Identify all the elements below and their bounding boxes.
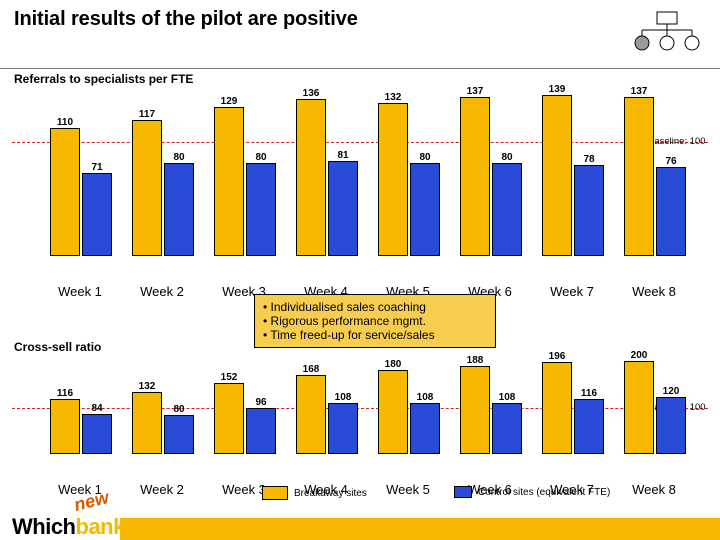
bar-value-label: 139 [543, 84, 571, 95]
bar-value-label: 132 [133, 381, 161, 392]
bar-value-label: 188 [461, 355, 489, 366]
org-diagram-icon [632, 10, 702, 54]
bar-value-label: 132 [379, 92, 407, 103]
bar: 71 [82, 173, 112, 256]
bar-value-label: 120 [657, 386, 685, 397]
callout-box: • Individualised sales coaching • Rigoro… [254, 294, 496, 348]
bar: 200 [624, 361, 654, 454]
bar-value-label: 110 [51, 117, 79, 128]
callout-line: • Rigorous performance mgmt. [263, 314, 487, 328]
bar-value-label: 200 [625, 350, 653, 361]
bar: 80 [410, 163, 440, 256]
bar: 188 [460, 366, 490, 454]
title-divider [0, 68, 720, 69]
callout-line: • Individualised sales coaching [263, 300, 487, 314]
bar-value-label: 78 [575, 154, 603, 165]
bar: 80 [246, 163, 276, 256]
x-tick-label: Week 7 [532, 284, 612, 299]
bar-value-label: 152 [215, 372, 243, 383]
bar-value-label: 84 [83, 403, 111, 414]
bar-value-label: 116 [51, 388, 79, 399]
bar-value-label: 137 [461, 86, 489, 97]
chart1-subtitle: Referrals to specialists per FTE [14, 72, 193, 86]
chart1-bars: 1107111780129801368113280137801397813776 [40, 96, 666, 256]
bar-value-label: 80 [165, 404, 193, 415]
bar: 80 [492, 163, 522, 256]
bar: 108 [492, 403, 522, 454]
callout-line: • Time freed-up for service/sales [263, 328, 487, 342]
bar-value-label: 116 [575, 388, 603, 399]
legend-item: Breakaway sites [262, 486, 367, 500]
bar-value-label: 137 [625, 86, 653, 97]
bar-value-label: 71 [83, 162, 111, 173]
bar: 117 [132, 120, 162, 256]
bar: 180 [378, 370, 408, 454]
bar: 168 [296, 375, 326, 454]
chart2-subtitle: Cross-sell ratio [14, 340, 101, 354]
bar: 137 [460, 97, 490, 256]
bar-value-label: 168 [297, 364, 325, 375]
bar: 80 [164, 415, 194, 454]
x-tick-label: Week 1 [40, 284, 120, 299]
bar-value-label: 129 [215, 96, 243, 107]
bar-value-label: 80 [493, 152, 521, 163]
bar: 152 [214, 383, 244, 454]
x-tick-label: Week 8 [614, 284, 694, 299]
which-text: Which [12, 514, 76, 539]
bar-value-label: 196 [543, 351, 571, 362]
page-title: Initial results of the pilot are positiv… [14, 8, 358, 31]
x-tick-label: Week 5 [368, 482, 448, 497]
bar: 96 [246, 408, 276, 454]
which-bank-logo: Whichbank [12, 514, 125, 540]
chart2-bars: 1168413280152961681081801081881081961162… [40, 358, 666, 454]
legend-label: Breakaway sites [294, 488, 367, 499]
legend-swatch [454, 486, 472, 498]
bar: 116 [50, 399, 80, 454]
bar-value-label: 81 [329, 150, 357, 161]
bar: 81 [328, 161, 358, 256]
x-tick-label: Week 8 [614, 482, 694, 497]
bar: 132 [378, 103, 408, 256]
bar: 108 [410, 403, 440, 454]
x-tick-label: Week 2 [122, 482, 202, 497]
cross-sell-chart: Baseline: 100 11684132801529616810818010… [40, 358, 666, 454]
bar: 137 [624, 97, 654, 256]
bar-value-label: 108 [411, 392, 439, 403]
bar: 116 [574, 399, 604, 454]
bar-value-label: 80 [247, 152, 275, 163]
bar: 196 [542, 362, 572, 454]
bar: 76 [656, 167, 686, 256]
bar: 132 [132, 392, 162, 454]
legend-item: Control sites (equivalent FTE) [454, 486, 610, 498]
bar-value-label: 96 [247, 397, 275, 408]
legend-label: Control sites (equivalent FTE) [478, 487, 610, 498]
bar-value-label: 80 [165, 152, 193, 163]
footer-bar [120, 518, 720, 540]
bar: 108 [328, 403, 358, 454]
referrals-chart: Baseline: 100 11071117801298013681132801… [40, 96, 666, 256]
bar-value-label: 80 [411, 152, 439, 163]
bar: 78 [574, 165, 604, 256]
bar: 120 [656, 397, 686, 454]
bar-value-label: 136 [297, 88, 325, 99]
bar-value-label: 76 [657, 156, 685, 167]
bar: 110 [50, 128, 80, 256]
bar-value-label: 108 [493, 392, 521, 403]
bar: 80 [164, 163, 194, 256]
bar: 129 [214, 107, 244, 256]
bar-value-label: 180 [379, 359, 407, 370]
bar-value-label: 117 [133, 109, 161, 120]
legend-swatch [262, 486, 288, 500]
x-tick-label: Week 2 [122, 284, 202, 299]
bar-value-label: 108 [329, 392, 357, 403]
bar: 139 [542, 95, 572, 256]
bank-text: bank [76, 514, 125, 539]
bar: 136 [296, 99, 326, 256]
bar: 84 [82, 414, 112, 454]
